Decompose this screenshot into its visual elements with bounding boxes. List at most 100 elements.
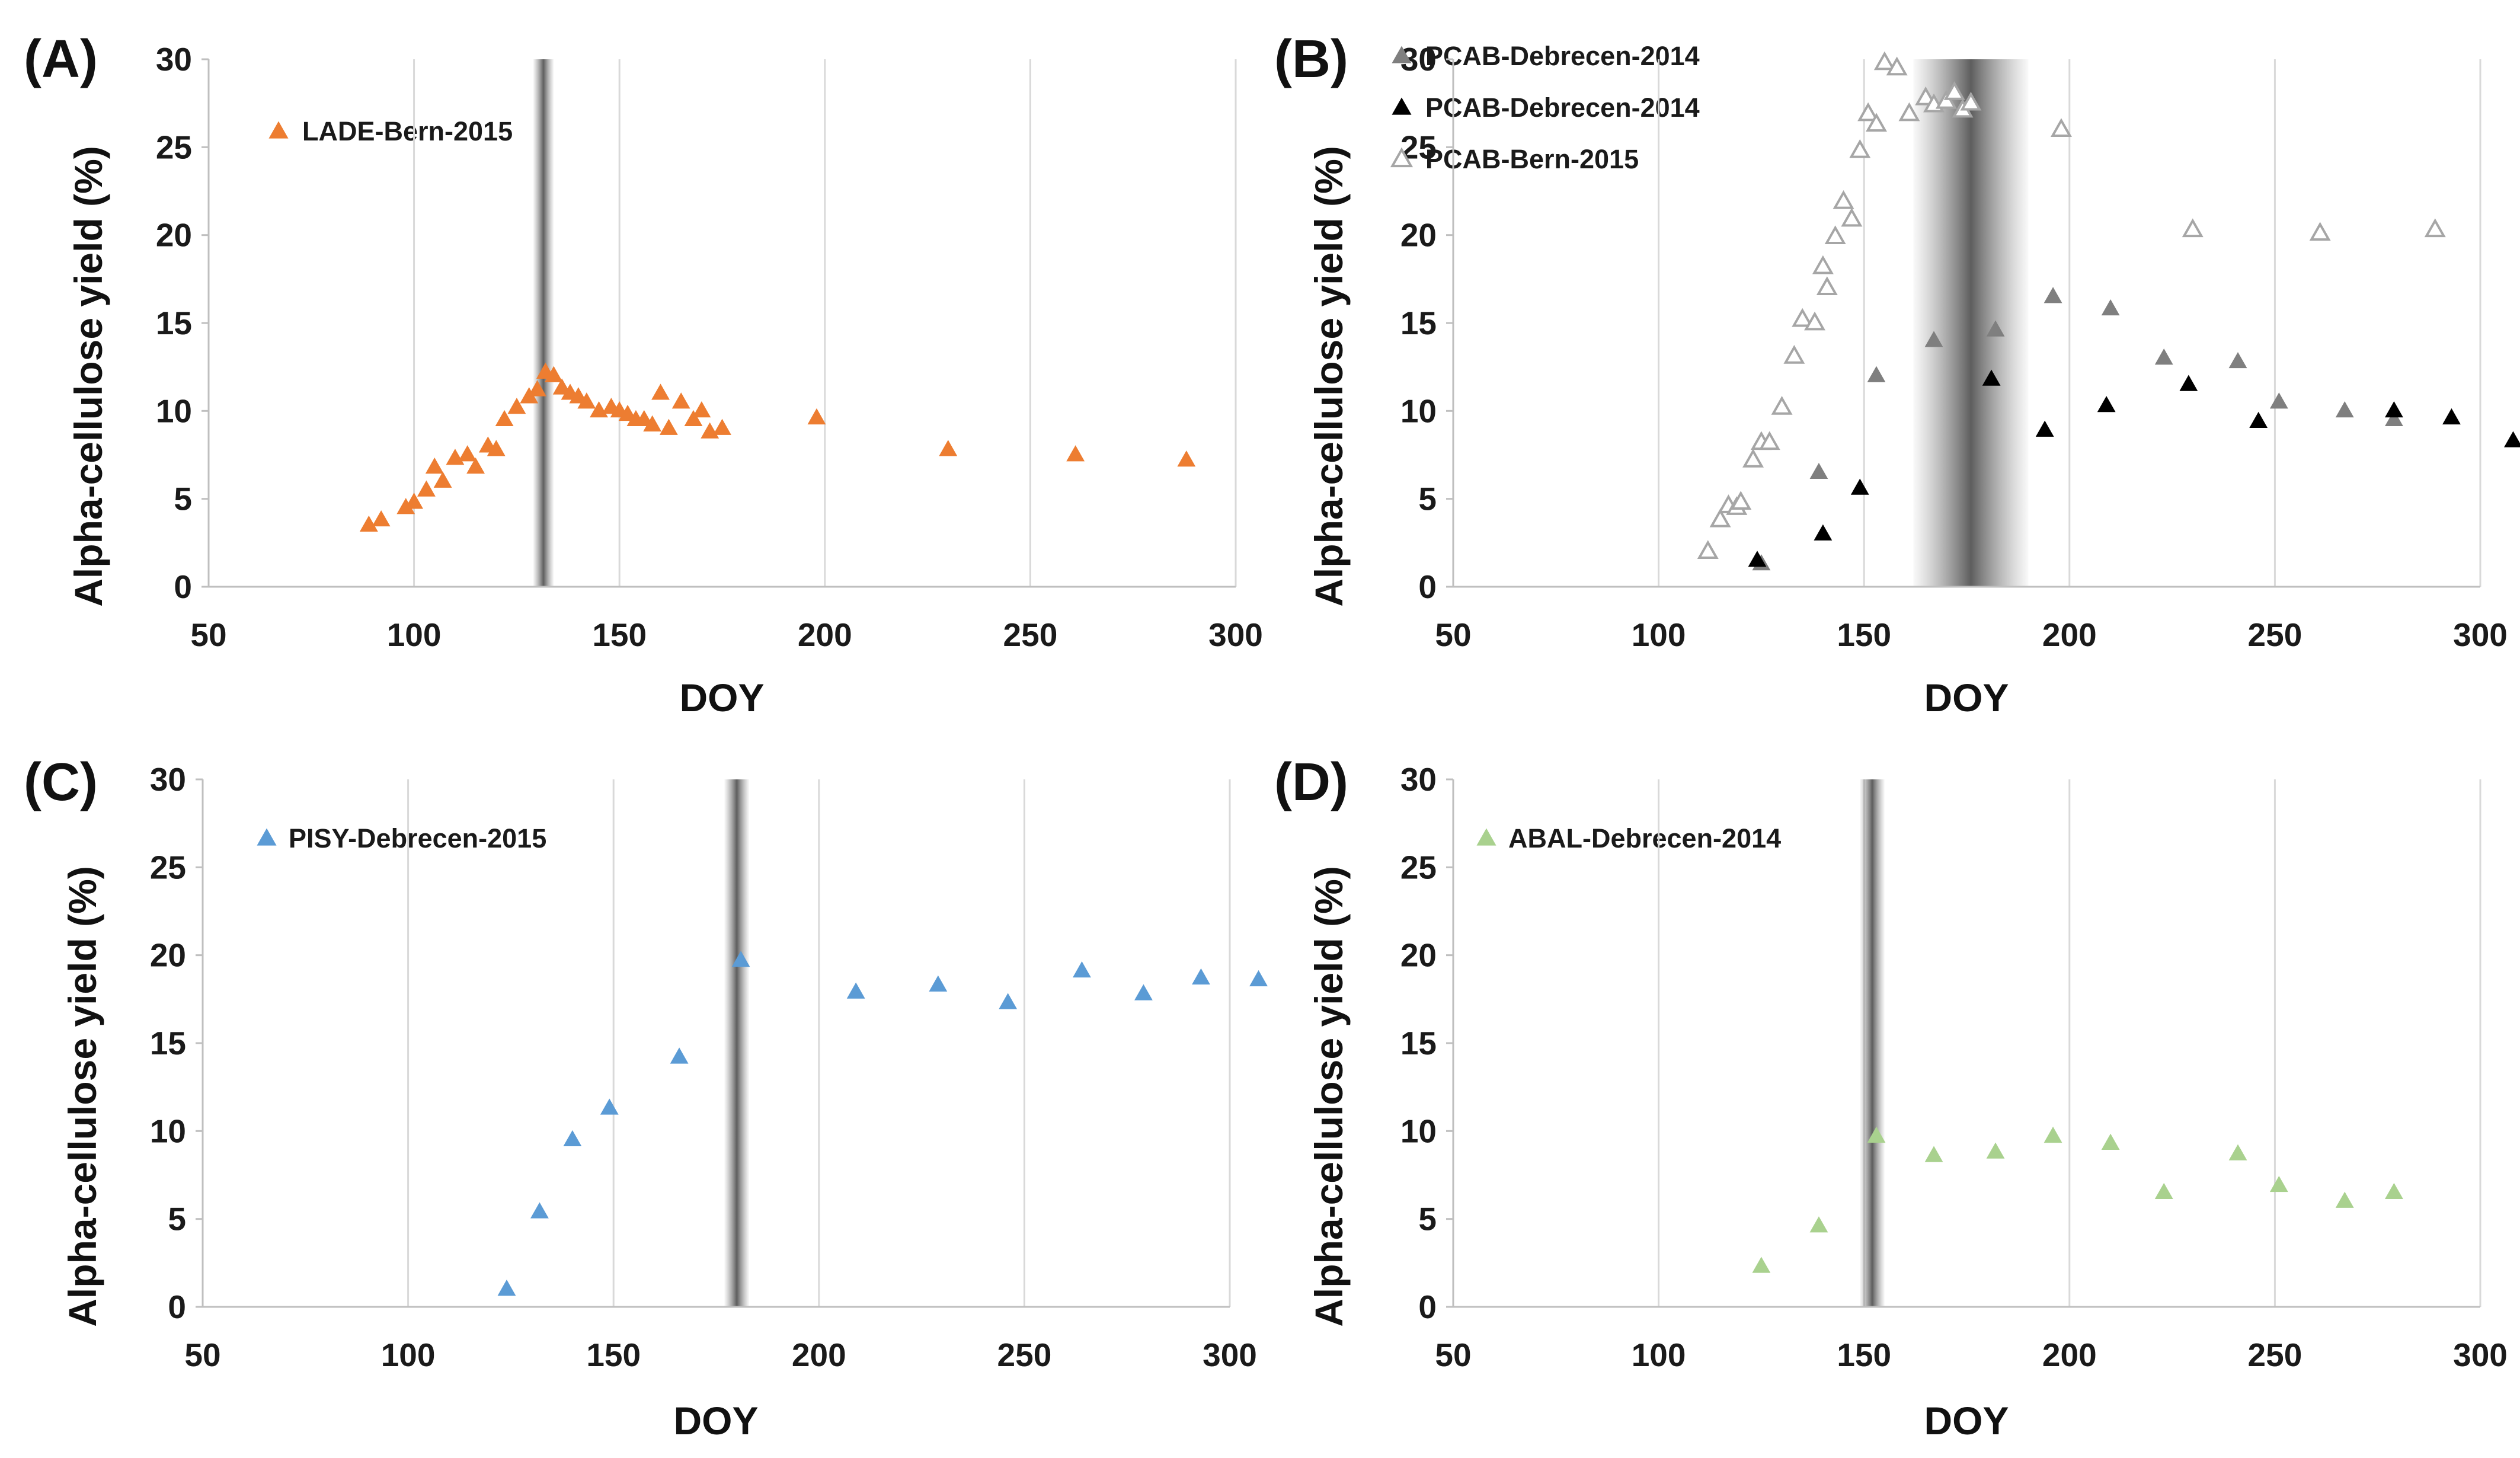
panel-a-series-0-point (372, 510, 391, 527)
panel-d-label: (D) (1274, 753, 1348, 812)
panel-a-x-tick-label: 250 (1003, 616, 1058, 653)
panel-d-chart: (D) Alpha-cellulose yield (%) DOY ABAL-D… (1274, 753, 2508, 1443)
panel-c-series-0-point (1134, 984, 1153, 1000)
panel-a-series-0-point (458, 445, 477, 462)
panel-c-x-tick-label: 300 (1203, 1336, 1257, 1373)
panel-b-series-1-point (2035, 420, 2054, 437)
panel-a-series-0-point (417, 480, 436, 497)
panel-d-x-tick-label: 200 (2042, 1336, 2097, 1373)
panel-b-legend-label-1: PCAB-Debrecen-2014 (1425, 92, 1700, 123)
panel-b-series-2-point (1758, 431, 1780, 450)
panel-b-legend-marker-1 (1392, 97, 1412, 115)
panel-c-series-0-point (846, 982, 865, 999)
panel-a-label: (A) (24, 30, 98, 89)
panel-c-growth-band (724, 779, 749, 1307)
panel-b-series-1-point (2442, 408, 2461, 425)
panel-c-series-0-point (731, 951, 750, 967)
panel-c-legend-marker-0 (257, 828, 277, 846)
panel-d-series-0-point (2269, 1175, 2288, 1192)
panel-d-x-axis-title: DOY (1924, 1399, 2009, 1443)
panel-b-x-axis-title: DOY (1924, 676, 2009, 720)
panel-c-series-0-point (530, 1202, 549, 1219)
panel-b-series-0-point (1809, 462, 1828, 479)
panel-c-x-tick-label: 50 (184, 1336, 220, 1373)
panel-a-series-0-point (487, 440, 506, 456)
panel-a-y-tick-label: 20 (156, 217, 192, 254)
panel-b-series-1-point (1850, 478, 1869, 495)
panel-b-series-2-point (1709, 508, 1731, 527)
panel-b-series-2-point (2050, 118, 2072, 138)
panel-a-y-tick-label: 5 (174, 481, 192, 517)
panel-b-chart: (B) Alpha-cellulose yield (%) DOY PCAB-D… (1274, 30, 2520, 720)
panel-b-series-2-point (1873, 51, 1895, 71)
panel-b-series-1-point (1982, 369, 2001, 386)
panel-a-series-0-point (507, 398, 526, 414)
panel-a-x-tick-label: 150 (592, 616, 647, 653)
panel-b-series-0-point (2101, 299, 2120, 316)
panel-b-legend-label-0: PCAB-Debrecen-2014 (1425, 41, 1700, 71)
panel-b-series-1-point (2249, 411, 2268, 429)
panel-b-series-0-point (2269, 392, 2288, 409)
panel-b-legend-marker-2 (1390, 147, 1413, 168)
panel-a-series-0-point (466, 457, 485, 474)
panel-b-series-0-point (2043, 287, 2062, 303)
panel-c-series-0-point (497, 1280, 516, 1296)
panel-a-series-0-point (1066, 445, 1085, 462)
panel-d-series-0-point (2154, 1182, 2173, 1200)
panel-a-series-0-point (713, 418, 731, 435)
panel-b-series-2-point (1886, 56, 1908, 76)
panel-a-series-0-point (635, 410, 654, 427)
panel-d-y-tick-label: 10 (1400, 1112, 1437, 1149)
panel-d-x-tick-label: 100 (1632, 1336, 1686, 1373)
panel-d-series-0-point (2335, 1191, 2354, 1208)
panel-d-series-0-point (2043, 1126, 2062, 1143)
panel-b-series-2-point (1943, 81, 1965, 100)
panel-a-plot-area: 0 5 10 15 20 25 30 50 100 150 200 250 300 (156, 41, 1263, 653)
panel-a-y-tick-label: 10 (156, 392, 192, 429)
panel-b-series-2-point (1742, 449, 1764, 468)
panel-a-x-axis-title: DOY (679, 676, 764, 720)
panel-c-series-0-point (600, 1098, 619, 1115)
panel-d-series-0-point (2385, 1182, 2403, 1200)
panel-c-y-axis-title: Alpha-cellulose yield (%) (60, 866, 104, 1327)
panel-a-x-tick-label: 300 (1208, 616, 1263, 653)
panel-a-series-0-point (1177, 450, 1196, 467)
panel-a-series-0-point (692, 401, 711, 418)
panel-a-y-axis-title: Alpha-cellulose yield (%) (66, 146, 110, 607)
panel-b-series-0-point (2335, 401, 2354, 418)
panel-c-series-0-point (999, 993, 1018, 1009)
panel-c-plot-area: 0 5 10 15 20 25 30 50 100 150 200 250 300 (150, 761, 1268, 1373)
panel-b-series-2-point (1866, 113, 1887, 132)
panel-a-series-0-point (577, 392, 596, 409)
panel-b-series-2-point (1816, 276, 1838, 296)
panel-c-x-axis-title: DOY (673, 1399, 758, 1443)
panel-a-series-0-point (528, 380, 546, 397)
panel-c-y-tick-label: 25 (150, 849, 186, 885)
panel-d-y-tick-label: 20 (1400, 937, 1437, 974)
panel-a-growth-band (533, 59, 554, 587)
panel-a-series-0-point (552, 378, 571, 395)
panel-b-series-1-point (2179, 375, 2198, 391)
panel-c-y-tick-label: 15 (150, 1025, 186, 1061)
panel-c-chart: (C) Alpha-cellulose yield (%) DOY PISY-D… (24, 753, 1268, 1443)
panel-c-label: (C) (24, 753, 98, 812)
panel-a-legend-marker-0 (268, 121, 289, 139)
panel-a-series-0-point (544, 366, 563, 382)
panel-d-series-0-point (1986, 1142, 2005, 1159)
panel-b-series-2-point (2309, 222, 2331, 241)
panel-a-series-0-point (671, 392, 690, 409)
panel-b-series-0-point (2154, 348, 2173, 365)
panel-b-series-2-point (1915, 86, 1937, 105)
panel-c-x-tick-label: 250 (997, 1336, 1052, 1373)
panel-a-chart: (A) Alpha-cellulose yield (%) DOY LADE-B… (24, 30, 1263, 720)
panel-d-series-0-point (2101, 1133, 2120, 1150)
panel-a-series-0-point (651, 383, 670, 400)
panel-c-y-tick-label: 5 (168, 1201, 186, 1238)
panel-a-series-0-point (684, 410, 703, 427)
panel-d-series-0-point (1867, 1126, 1886, 1143)
panel-b-legend-label-2: PCAB-Bern-2015 (1425, 144, 1639, 174)
panel-d-x-tick-label: 300 (2453, 1336, 2508, 1373)
panel-d-y-tick-label: 25 (1400, 849, 1437, 885)
panel-b-series-0-point (1986, 320, 2005, 337)
